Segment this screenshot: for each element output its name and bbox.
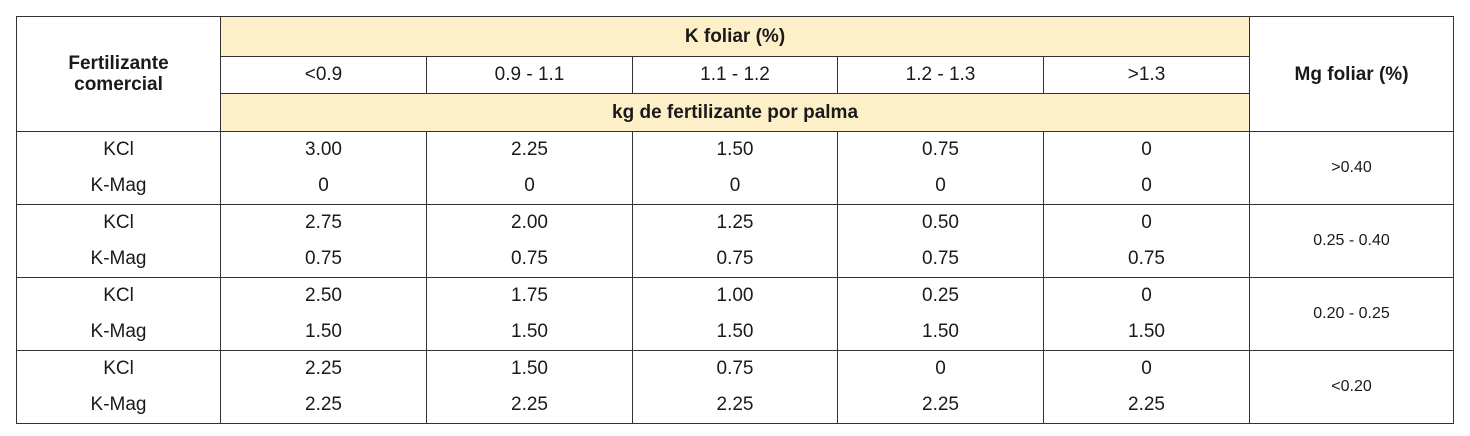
fertilizer-table: Fertilizante comercial K foliar (%) Mg f…: [16, 16, 1455, 424]
fertilizer-cell: K-Mag: [90, 175, 147, 196]
table-row: KCl 2.75 2.00 1.25 0.50 0 0.25 - 0.40: [16, 204, 1454, 278]
value-cell: 1.25: [632, 204, 838, 241]
value-cell: 0: [426, 168, 633, 205]
mg-foliar-cell: >0.40: [1249, 131, 1454, 205]
fertilizer-cell: KCl: [16, 131, 221, 168]
k-range-header: 0.9 - 1.1: [426, 56, 633, 94]
k-range-header: <0.9: [220, 56, 427, 94]
k-foliar-header: K foliar (%): [219, 16, 1251, 57]
value-cell: 0: [632, 168, 838, 205]
value-cell: 1.50: [1042, 314, 1250, 351]
value-cell: 3.00: [220, 131, 427, 168]
fertilizer-cell: KCl: [16, 350, 221, 387]
value-cell: 0.75: [632, 241, 838, 278]
table-row: K-Mag 2.25 2.25 2.25 2.25 2.25: [17, 387, 1454, 424]
value-cell: 2.25: [632, 387, 838, 424]
value-cell: 0: [1042, 168, 1250, 205]
k-range-header: >1.3: [1042, 56, 1251, 94]
value-cell: 0.75: [837, 241, 1044, 278]
value-cell: 2.25: [837, 387, 1044, 424]
k-range-header: 1.1 - 1.2: [632, 56, 838, 94]
k-range-row: <0.9 0.9 - 1.1 1.1 - 1.2 1.2 - 1.3 >1.3: [17, 56, 1454, 94]
table-row: KCl 2.25 1.50 0.75 0 0 <0.20: [16, 350, 1454, 424]
fertilizer-cell: K-Mag: [90, 394, 147, 415]
mg-foliar-cell: 0.20 - 0.25: [1249, 277, 1454, 351]
value-cell: 0: [1042, 350, 1250, 387]
table-container: Fertilizante comercial K foliar (%) Mg f…: [16, 16, 1455, 424]
value-cell: 1.50: [632, 314, 838, 351]
value-cell: 0: [837, 168, 1044, 205]
value-cell: 0.75: [220, 241, 427, 278]
value-cell: 0.75: [1042, 241, 1250, 278]
value-cell: 0.75: [837, 131, 1044, 168]
value-cell: 2.25: [220, 350, 427, 387]
value-cell: 2.75: [220, 204, 427, 241]
value-cell: 1.50: [837, 314, 1044, 351]
value-cell: 1.50: [632, 131, 838, 168]
value-cell: 2.25: [220, 387, 427, 424]
mg-foliar-header: Mg foliar (%): [1249, 16, 1454, 132]
value-cell: 2.25: [426, 387, 633, 424]
table-body: KCl 3.00 2.25 1.50 0.75 0 >0.40 K-Mag 0 0 0 0 0 KCl 2.…: [16, 131, 1454, 424]
value-cell: 0: [1042, 277, 1250, 314]
table-header: Fertilizante comercial K foliar (%) Mg f…: [16, 16, 1454, 132]
value-cell: 1.50: [220, 314, 427, 351]
value-cell: 2.25: [426, 131, 633, 168]
fertilizer-cell: K-Mag: [90, 321, 147, 342]
units-header: kg de fertilizante por palma: [219, 93, 1251, 132]
table-row: KCl 2.50 1.75 1.00 0.25 0 0.20 - 0.25: [16, 277, 1454, 351]
value-cell: 0.75: [426, 241, 633, 278]
value-cell: 0.75: [632, 350, 838, 387]
k-range-header: 1.2 - 1.3: [837, 56, 1044, 94]
fertilizer-cell: KCl: [16, 204, 221, 241]
value-cell: 0.50: [837, 204, 1044, 241]
value-cell: 0.25: [837, 277, 1044, 314]
table-row: KCl 3.00 2.25 1.50 0.75 0 >0.40: [16, 131, 1454, 205]
value-cell: 2.00: [426, 204, 633, 241]
value-cell: 1.50: [426, 350, 633, 387]
value-cell: 0: [220, 168, 427, 205]
fertilizer-header-label: Fertilizante comercial: [68, 53, 169, 95]
value-cell: 2.50: [220, 277, 427, 314]
value-cell: 0: [837, 350, 1044, 387]
table-row: K-Mag 0 0 0 0 0: [17, 168, 1454, 205]
value-cell: 1.75: [426, 277, 633, 314]
value-cell: 0: [1042, 131, 1250, 168]
table-row: K-Mag 0.75 0.75 0.75 0.75 0.75: [17, 241, 1454, 278]
value-cell: 2.25: [1042, 387, 1250, 424]
mg-foliar-cell: <0.20: [1249, 350, 1454, 424]
fertilizer-header: Fertilizante comercial: [16, 16, 221, 132]
value-cell: 0: [1042, 204, 1250, 241]
mg-foliar-cell: 0.25 - 0.40: [1249, 204, 1454, 278]
fertilizer-cell: KCl: [16, 277, 221, 314]
value-cell: 1.50: [426, 314, 633, 351]
fertilizer-cell: K-Mag: [90, 248, 147, 269]
value-cell: 1.00: [632, 277, 838, 314]
table-row: K-Mag 1.50 1.50 1.50 1.50 1.50: [17, 314, 1454, 351]
